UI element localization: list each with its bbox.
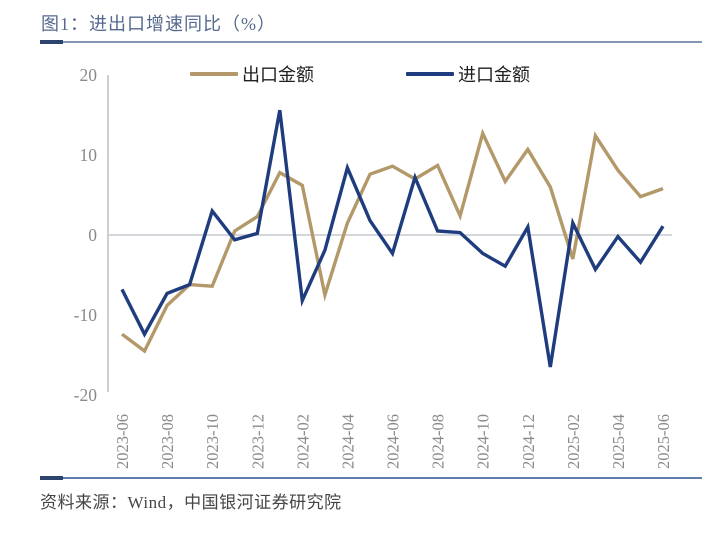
source-note: 资料来源：Wind，中国银河证券研究院	[40, 493, 342, 512]
title-divider	[40, 41, 702, 43]
title-divider-accent	[40, 40, 63, 44]
import-series-line	[120, 109, 665, 368]
x-tick-label: 2024-04	[338, 414, 357, 469]
x-tick-label: 2024-02	[293, 414, 312, 469]
figure-title: 图1：进出口增速同比（%）	[41, 14, 276, 34]
x-tick-label: 2025-02	[564, 414, 583, 469]
footer-divider-accent	[40, 476, 63, 480]
x-tick-label: 2023-10	[203, 414, 222, 469]
footer-divider	[40, 477, 702, 479]
import-line-swatch	[406, 72, 454, 76]
x-tick-label: 2023-06	[113, 414, 132, 469]
x-tick-label: 2024-12	[519, 414, 538, 469]
export-line-swatch	[190, 72, 238, 76]
y-tick-label: -10	[74, 305, 98, 325]
y-tick-label: -20	[74, 385, 98, 405]
y-tick-label: 10	[80, 145, 98, 165]
legend-item-import: 进口金额	[406, 61, 530, 87]
x-tick-label: 2024-08	[429, 414, 448, 469]
chart-legend: 出口金额 进口金额	[0, 61, 720, 87]
y-tick-label: 0	[88, 225, 97, 245]
x-tick-label: 2024-06	[384, 414, 403, 469]
export-series-line	[120, 128, 664, 354]
x-tick-label: 2023-08	[158, 414, 177, 469]
legend-item-export: 出口金额	[190, 61, 314, 87]
x-tick-label: 2025-06	[654, 414, 673, 469]
y-tick-label: 20	[80, 65, 98, 85]
legend-label-export: 出口金额	[242, 65, 314, 85]
legend-label-import: 进口金额	[458, 65, 530, 85]
x-tick-label: 2023-12	[248, 414, 267, 469]
x-tick-label: 2024-10	[474, 414, 493, 469]
x-tick-label: 2025-04	[609, 414, 628, 469]
